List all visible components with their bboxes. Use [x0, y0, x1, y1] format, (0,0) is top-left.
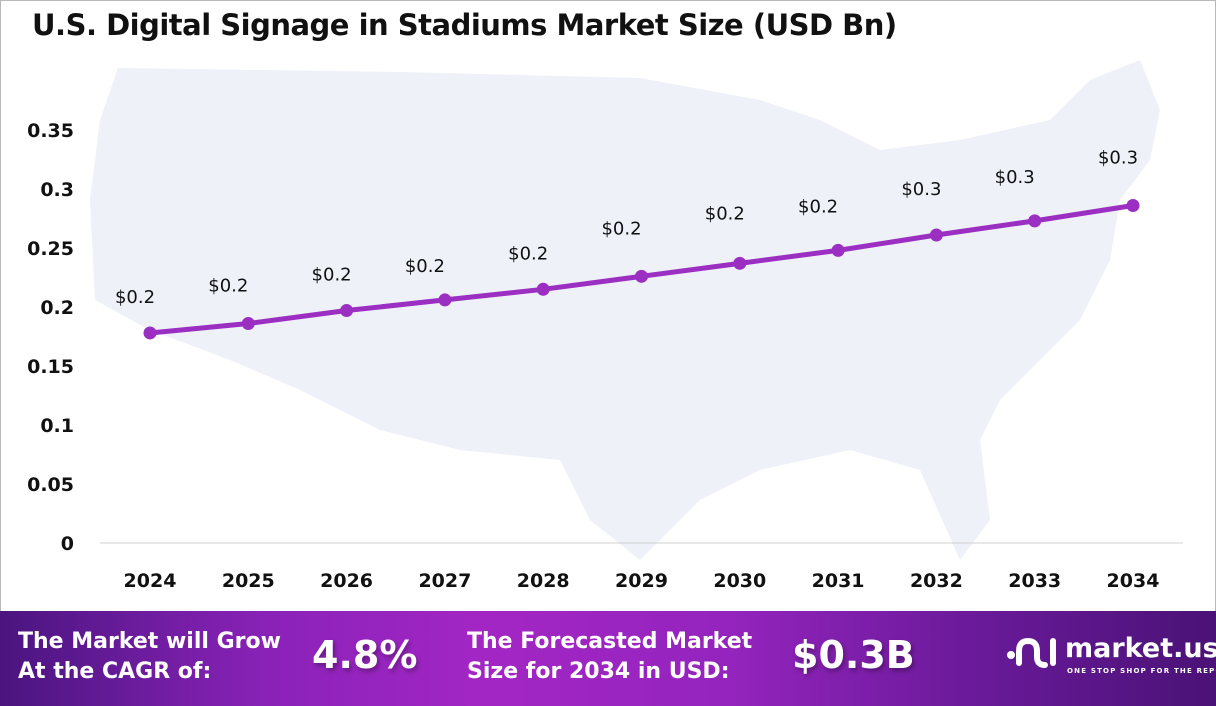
data-point: [831, 243, 845, 257]
data-label: $0.2: [115, 287, 155, 308]
data-point: [241, 317, 255, 331]
x-tick-label: 2032: [910, 570, 963, 592]
data-label: $0.2: [208, 276, 248, 297]
logo-icon: [1007, 637, 1056, 668]
data-label: $0.2: [508, 243, 548, 264]
data-point: [536, 282, 550, 296]
x-tick-label: 2030: [713, 570, 766, 592]
market-us-logo: market.us ONE STOP SHOP FOR THE REPORTS: [1005, 633, 1216, 677]
forecast-value: $0.3B: [792, 633, 915, 677]
data-label: $0.2: [601, 218, 641, 239]
y-tick-label: 0.35: [27, 120, 74, 142]
forecast-text-line2: Size for 2034 in USD:: [467, 659, 730, 684]
y-tick-label: 0.25: [27, 238, 74, 260]
y-tick-label: 0.2: [40, 297, 74, 319]
chart-title: U.S. Digital Signage in Stadiums Market …: [32, 8, 897, 42]
data-label: $0.3: [1098, 148, 1138, 169]
forecast-text-line1: The Forecasted Market: [467, 629, 753, 654]
logo-name: market.us: [1065, 633, 1216, 664]
x-tick-label: 2029: [615, 570, 668, 592]
x-tick-label: 2025: [222, 570, 275, 592]
line-chart: 0 0.05 0.1 0.15 0.2 0.25 0.3 0.35 2024 2025 2026 2…: [27, 60, 1183, 592]
x-tick-label: 2034: [1107, 570, 1160, 592]
cagr-text-line2: At the CAGR of:: [18, 659, 212, 684]
cagr-text-line1: The Market will Grow: [18, 629, 281, 654]
y-tick-label: 0.1: [40, 415, 74, 437]
data-point: [635, 269, 648, 283]
data-label: $0.2: [312, 265, 352, 286]
logo-tagline: ONE STOP SHOP FOR THE REPORTS: [1067, 667, 1216, 675]
x-tick-label: 2024: [124, 570, 177, 592]
x-tick-label: 2033: [1008, 570, 1061, 592]
y-tick-label: 0.15: [27, 356, 74, 378]
data-label: $0.3: [901, 179, 941, 200]
data-label: $0.2: [798, 196, 838, 217]
data-point: [929, 228, 943, 242]
data-point: [733, 256, 747, 270]
y-tick-label: 0: [61, 533, 74, 555]
data-label: $0.3: [995, 167, 1035, 188]
data-point: [1028, 214, 1042, 228]
data-label: $0.2: [405, 256, 445, 277]
x-tick-label: 2027: [418, 570, 471, 592]
y-tick-label: 0.05: [27, 474, 74, 496]
data-point: [1126, 199, 1140, 213]
cagr-value: 4.8%: [312, 633, 418, 677]
data-label: $0.2: [705, 203, 745, 224]
x-tick-label: 2028: [517, 570, 570, 592]
x-tick-label: 2026: [320, 570, 373, 592]
data-point: [438, 293, 452, 307]
footer-banner: The Market will Grow At the CAGR of: 4.8…: [0, 611, 1216, 706]
y-tick-label: 0.3: [40, 179, 74, 201]
data-point: [143, 326, 157, 340]
x-tick-label: 2031: [812, 570, 865, 592]
us-map-silhouette: [90, 60, 1160, 560]
data-point: [340, 304, 354, 318]
